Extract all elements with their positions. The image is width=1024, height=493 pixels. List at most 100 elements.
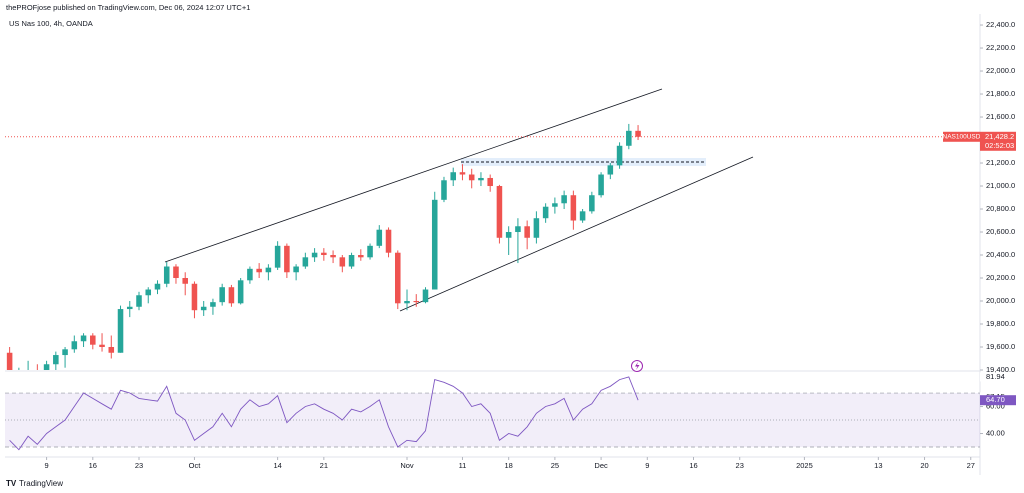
candle-body bbox=[43, 364, 50, 370]
candle-body bbox=[505, 232, 512, 238]
candle-body bbox=[80, 335, 87, 342]
y-tick-label: 19,400.0 bbox=[986, 365, 1015, 374]
x-tick-label: Nov bbox=[400, 461, 414, 470]
x-tick-label: 20 bbox=[920, 461, 928, 470]
x-tick-label: 25 bbox=[551, 461, 559, 470]
candle-body bbox=[210, 302, 216, 307]
x-tick-label: 14 bbox=[273, 461, 281, 470]
y-tick-label: 19,800.0 bbox=[986, 319, 1015, 328]
candle-body bbox=[302, 257, 309, 267]
candle-body bbox=[616, 145, 623, 166]
candle-body bbox=[589, 195, 595, 212]
candle-body bbox=[487, 177, 493, 187]
candle-body bbox=[71, 341, 78, 350]
last-price-label: 21,428.2 bbox=[985, 132, 1014, 141]
candle-body bbox=[108, 347, 115, 353]
candle-body bbox=[293, 266, 299, 273]
candle-body bbox=[191, 283, 198, 311]
candle-body bbox=[496, 186, 503, 238]
y-tick-label: 21,600.0 bbox=[986, 112, 1015, 121]
candle-body bbox=[16, 376, 22, 382]
x-tick-label: 13 bbox=[874, 461, 882, 470]
x-tick-label: 9 bbox=[45, 461, 49, 470]
candle-body bbox=[478, 177, 484, 181]
y-tick-label: 22,000.0 bbox=[986, 66, 1015, 75]
publisher: thePROFjose published on TradingView.com… bbox=[6, 3, 250, 12]
y-tick-label: 20,800.0 bbox=[986, 204, 1015, 213]
candle-body bbox=[53, 355, 59, 365]
rsi-tick-label: 40.00 bbox=[986, 429, 1005, 438]
candle-body bbox=[385, 229, 392, 253]
candle-body bbox=[311, 252, 318, 258]
y-tick-label: 21,800.0 bbox=[986, 89, 1015, 98]
candle-body bbox=[431, 199, 438, 290]
rsi-last-badge bbox=[980, 395, 1016, 406]
x-tick-label: 2025 bbox=[796, 461, 813, 470]
candle-body bbox=[182, 278, 188, 284]
symbol-label: NAS100USD bbox=[943, 134, 981, 141]
candle-body bbox=[635, 130, 641, 137]
candle-body bbox=[413, 301, 420, 303]
candle-body bbox=[256, 268, 262, 273]
candle-body bbox=[136, 295, 142, 307]
candle-body bbox=[607, 165, 614, 175]
candle-body bbox=[339, 257, 346, 267]
y-tick-label: 22,200.0 bbox=[986, 43, 1015, 52]
candle-body bbox=[154, 283, 161, 290]
rsi-marker-bg bbox=[980, 372, 1010, 382]
candle-body bbox=[247, 268, 253, 281]
x-tick-label: 27 bbox=[967, 461, 975, 470]
candle-body bbox=[265, 267, 272, 273]
candle-body bbox=[552, 203, 558, 207]
candle-body bbox=[570, 195, 577, 221]
candle-body bbox=[459, 172, 466, 175]
price-badge bbox=[980, 131, 1016, 151]
candle-body bbox=[542, 206, 549, 219]
rsi-last-label: 64.70 bbox=[986, 395, 1005, 404]
candle-body bbox=[358, 255, 364, 258]
candle-body bbox=[145, 289, 152, 296]
y-tick-label: 21,000.0 bbox=[986, 181, 1015, 190]
candle-body bbox=[450, 172, 456, 181]
candle-body bbox=[367, 245, 373, 258]
x-tick-label: 21 bbox=[320, 461, 328, 470]
symbol-badge bbox=[943, 131, 980, 142]
candle-body bbox=[228, 287, 235, 304]
rsi-pane bbox=[5, 376, 980, 451]
y-tick-label: 22,400.0 bbox=[986, 20, 1015, 29]
candle-body bbox=[524, 226, 530, 238]
y-tick-label: 21,200.0 bbox=[986, 158, 1015, 167]
x-tick-label: 16 bbox=[89, 461, 97, 470]
candle-body bbox=[321, 252, 327, 256]
rsi-marker-label: 81.94 bbox=[986, 372, 1005, 381]
candle-body bbox=[284, 245, 290, 273]
candle-body bbox=[237, 280, 244, 304]
candle-body bbox=[441, 180, 447, 200]
candle-body bbox=[626, 130, 632, 146]
y-tick-label: 19,600.0 bbox=[986, 342, 1015, 351]
y-tick-label: 20,000.0 bbox=[986, 296, 1015, 305]
rsi-line bbox=[9, 376, 639, 451]
event-icon[interactable] bbox=[631, 360, 643, 372]
x-tick-label: 9 bbox=[645, 461, 649, 470]
candle-body bbox=[219, 287, 225, 303]
footer-logo: TV TradingView bbox=[6, 479, 63, 488]
x-tick-label: Dec bbox=[594, 461, 608, 470]
candle-body bbox=[515, 226, 521, 233]
candle-body bbox=[90, 335, 96, 345]
candle-body bbox=[6, 352, 13, 370]
x-tick-label: 18 bbox=[505, 461, 513, 470]
svg-text:TV: TV bbox=[6, 479, 17, 488]
rsi-tick-label: 60.00 bbox=[986, 402, 1005, 411]
candle-body bbox=[468, 174, 475, 181]
brand: TradingView bbox=[19, 479, 63, 488]
candle-body bbox=[533, 218, 540, 238]
candle-body bbox=[395, 252, 401, 304]
x-tick-label: Oct bbox=[189, 461, 202, 470]
candle-body bbox=[330, 255, 336, 258]
countdown: 02:52:03 bbox=[985, 141, 1014, 150]
drawings bbox=[164, 88, 754, 312]
candle-body bbox=[117, 309, 124, 353]
x-tick-label: 11 bbox=[459, 461, 467, 470]
